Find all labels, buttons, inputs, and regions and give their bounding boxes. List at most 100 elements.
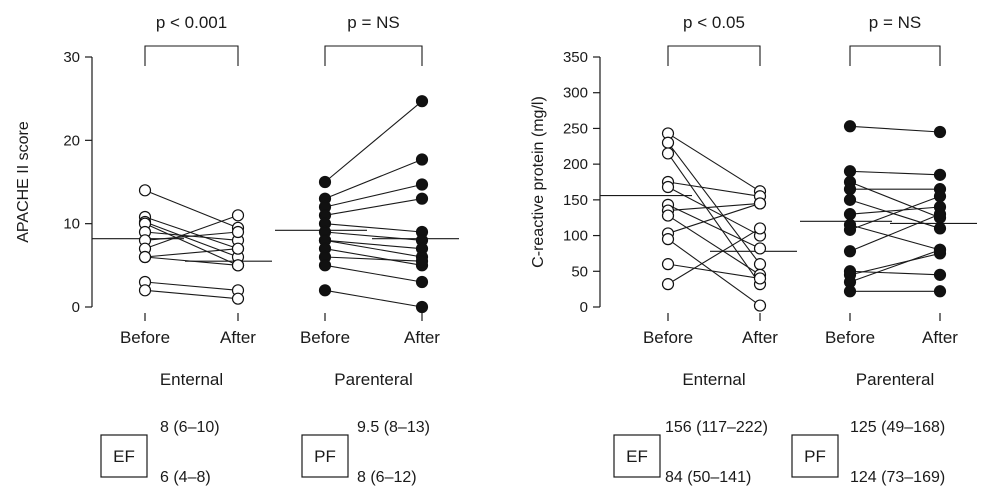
series-pf bbox=[800, 120, 977, 298]
y-tick-label: 30 bbox=[63, 49, 80, 66]
paired-line bbox=[144, 281, 239, 291]
paired-line bbox=[324, 239, 423, 258]
paired-line bbox=[849, 125, 941, 133]
paired-line bbox=[667, 263, 761, 279]
paired-line bbox=[849, 249, 941, 283]
summary-box bbox=[613, 434, 661, 478]
significance-bracket bbox=[667, 45, 761, 66]
paired-line bbox=[144, 189, 239, 229]
summary-tag: EF bbox=[113, 447, 135, 466]
summary-box bbox=[301, 434, 349, 478]
data-point-after bbox=[415, 178, 429, 191]
data-point-after bbox=[231, 209, 245, 222]
data-point-after bbox=[933, 208, 947, 221]
data-point-before bbox=[843, 285, 857, 298]
x-tick-label: Before bbox=[120, 328, 170, 347]
y-tick-label: 200 bbox=[563, 156, 588, 173]
paired-line bbox=[849, 170, 941, 176]
paired-line bbox=[667, 204, 761, 249]
data-point-after bbox=[231, 259, 245, 272]
data-point-after bbox=[753, 258, 767, 271]
summary-after-value: 6 (4–8) bbox=[160, 469, 211, 486]
paired-line bbox=[324, 264, 423, 283]
data-point-after bbox=[415, 95, 429, 108]
series-ef bbox=[600, 127, 797, 312]
data-point-after bbox=[933, 222, 947, 235]
data-point-before bbox=[138, 284, 152, 297]
summary-tag: PF bbox=[804, 447, 826, 466]
summary-pf: PF 9.5 (8–13) 8 (6–12) bbox=[301, 419, 430, 486]
y-axis-label: APACHE II score bbox=[15, 121, 32, 243]
paired-line bbox=[667, 227, 761, 285]
data-point-before bbox=[661, 278, 675, 291]
data-point-after bbox=[753, 242, 767, 255]
paired-line bbox=[324, 289, 423, 308]
y-tick-label: 0 bbox=[580, 299, 588, 316]
summary-before-value: 8 (6–10) bbox=[160, 419, 220, 436]
x-tick-label: Before bbox=[825, 328, 875, 347]
paired-line bbox=[849, 181, 941, 219]
paired-line bbox=[849, 213, 941, 252]
y-tick-label: 300 bbox=[563, 85, 588, 102]
paired-line bbox=[144, 248, 239, 258]
paired-line bbox=[667, 202, 761, 212]
data-point-before bbox=[843, 223, 857, 236]
paired-line bbox=[849, 252, 941, 276]
paired-line bbox=[667, 181, 761, 197]
data-point-after bbox=[933, 168, 947, 181]
data-point-before bbox=[318, 259, 332, 272]
significance-bracket bbox=[849, 45, 941, 66]
p-value-label: p = NS bbox=[869, 13, 921, 32]
paired-line bbox=[849, 199, 941, 229]
y-tick-label: 100 bbox=[563, 228, 588, 245]
y-tick-label: 250 bbox=[563, 120, 588, 137]
data-point-after bbox=[933, 243, 947, 256]
paired-line bbox=[144, 214, 239, 250]
paired-line bbox=[667, 202, 761, 234]
x-tick-label: After bbox=[742, 328, 778, 347]
paired-line bbox=[849, 224, 941, 251]
paired-line bbox=[667, 142, 761, 265]
paired-line bbox=[144, 221, 239, 258]
summary-before-value: 125 (49–168) bbox=[850, 419, 945, 436]
data-point-after bbox=[933, 125, 947, 139]
summary-box bbox=[100, 434, 148, 478]
data-point-after bbox=[415, 275, 429, 289]
summary-tag: EF bbox=[626, 447, 648, 466]
data-point-after bbox=[415, 255, 429, 268]
chart-panel-1: 0 10 20 30 APACHE II score Before After Before A… bbox=[15, 13, 459, 486]
summary-tag: PF bbox=[314, 447, 336, 466]
paired-line bbox=[324, 239, 423, 250]
x-tick-label: Before bbox=[643, 328, 693, 347]
data-point-before bbox=[843, 165, 857, 178]
paired-line bbox=[667, 238, 761, 307]
paired-line bbox=[324, 256, 423, 262]
group-label: Enternal bbox=[682, 370, 745, 389]
y-tick-label: 10 bbox=[63, 216, 80, 233]
x-tick-label: After bbox=[220, 328, 256, 347]
paired-line bbox=[144, 223, 239, 266]
series-pf bbox=[275, 95, 459, 314]
y-tick-label: 50 bbox=[571, 263, 588, 280]
paired-line bbox=[144, 289, 239, 300]
paired-line bbox=[324, 158, 423, 200]
data-point-after bbox=[415, 300, 429, 314]
y-tick-label: 0 bbox=[72, 299, 80, 316]
data-point-before bbox=[843, 208, 857, 221]
paired-line bbox=[144, 216, 239, 250]
p-value-label: p < 0.001 bbox=[156, 13, 227, 32]
x-tick-label: After bbox=[922, 328, 958, 347]
paired-line bbox=[324, 223, 423, 233]
data-point-before bbox=[318, 175, 332, 189]
significance-bracket bbox=[324, 45, 423, 66]
chart-panel-2: 0 50 100 150 200 250 300 350 C-reactive protein … bbox=[530, 13, 977, 486]
y-axis-label: C-reactive protein (mg/l) bbox=[530, 96, 547, 268]
summary-after-value: 124 (73–169) bbox=[850, 469, 945, 486]
summary-before-value: 9.5 (8–13) bbox=[357, 419, 430, 436]
paired-line bbox=[849, 270, 941, 276]
data-point-before bbox=[843, 183, 857, 196]
paired-line bbox=[849, 195, 941, 231]
data-point-after bbox=[231, 292, 245, 305]
paired-line bbox=[324, 183, 423, 208]
